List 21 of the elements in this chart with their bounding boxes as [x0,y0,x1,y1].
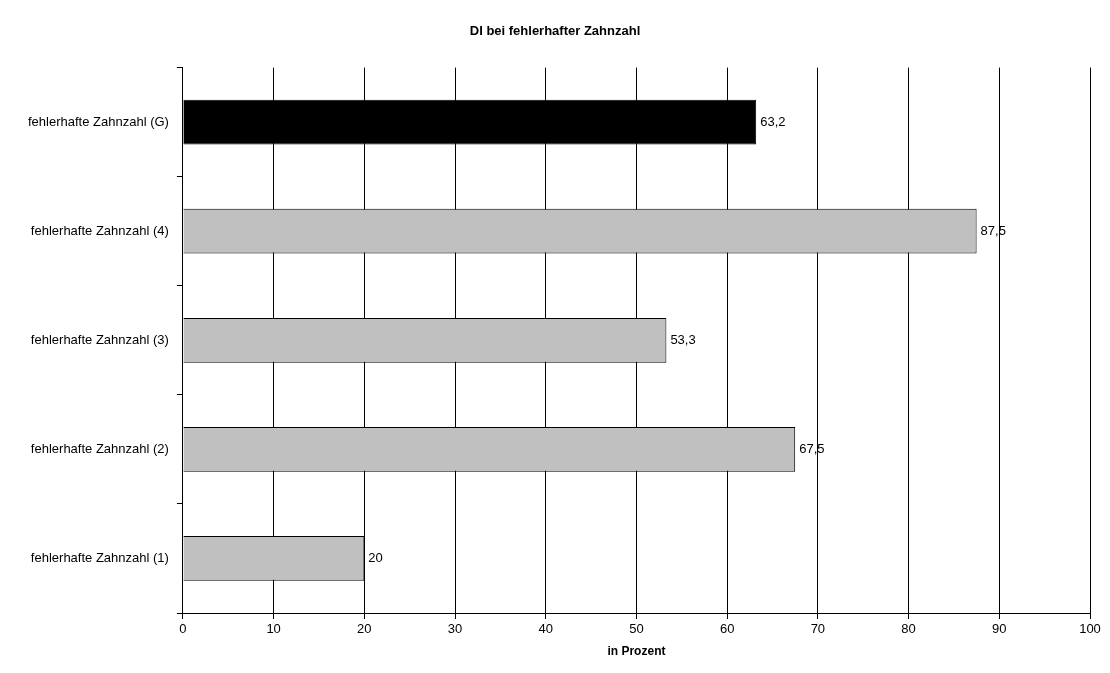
x-tick-label: 10 [266,621,281,637]
x-tick-label: 100 [1079,621,1101,637]
data-label: 53,3 [670,331,696,347]
x-tick-label: 80 [901,621,916,637]
chart-title: DI bei fehlerhafter Zahnzahl [469,23,641,39]
y-tick-label: fehlerhafte Zahnzahl (2) [30,440,169,456]
x-tick-label: 40 [538,621,553,637]
x-tick-label: 60 [719,621,735,637]
y-tick-label: fehlerhafte Zahnzahl (G) [28,113,169,129]
y-tick-label: fehlerhafte Zahnzahl (1) [30,550,169,566]
x-tick-label: 0 [179,621,187,637]
data-label: 20 [368,550,383,566]
x-tick-label: 90 [992,621,1007,637]
data-label: 63,2 [760,113,786,129]
y-tick-label: fehlerhafte Zahnzahl (4) [30,222,169,238]
y-tick-label: fehlerhafte Zahnzahl (3) [30,331,169,347]
x-tick-label: 50 [629,621,644,637]
x-tick-label: 70 [810,621,826,637]
x-tick-label: 20 [357,621,372,637]
x-axis-title: in Prozent [607,644,666,659]
x-tick-label: 30 [447,621,463,637]
